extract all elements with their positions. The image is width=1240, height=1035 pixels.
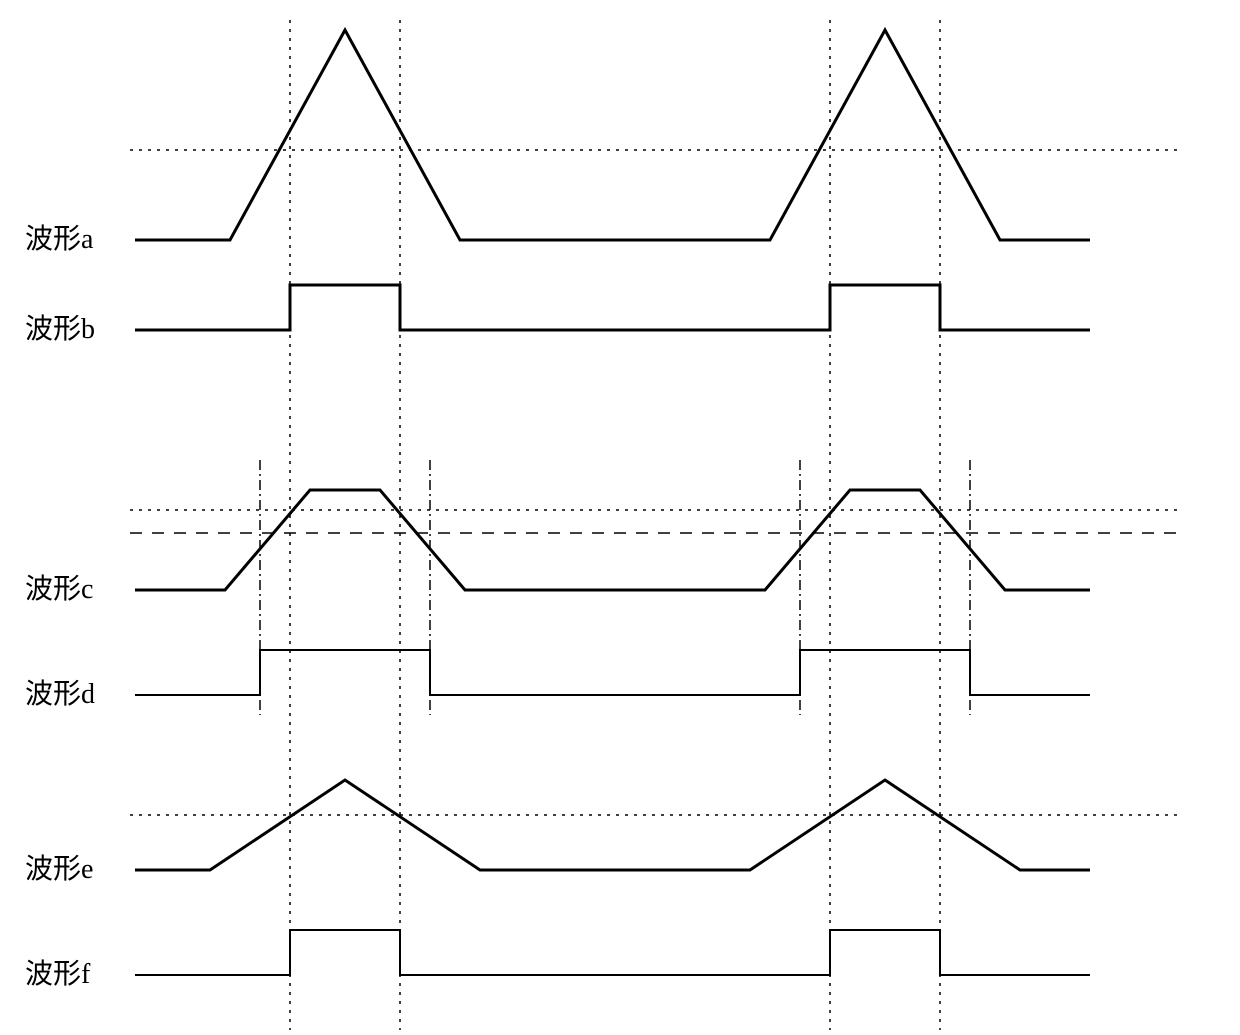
waveform-label: 波形c bbox=[25, 573, 93, 605]
waveform-label: 波形a bbox=[25, 223, 94, 255]
waveform-label: 波形d bbox=[25, 678, 95, 710]
waveform-trace bbox=[135, 780, 1090, 870]
waveform-trace bbox=[135, 490, 1090, 590]
waveform-trace bbox=[135, 285, 1090, 330]
waveform-trace bbox=[135, 930, 1090, 975]
waveform-label: 波形b bbox=[25, 313, 95, 345]
waveform-label: 波形e bbox=[25, 853, 93, 885]
waveform-trace bbox=[135, 30, 1090, 240]
waveform-trace bbox=[135, 650, 1090, 695]
waveform-label: 波形f bbox=[25, 958, 91, 990]
waveform-diagram: 波形a 波形b 波形c 波形d 波形e 波形f bbox=[0, 0, 1240, 1035]
